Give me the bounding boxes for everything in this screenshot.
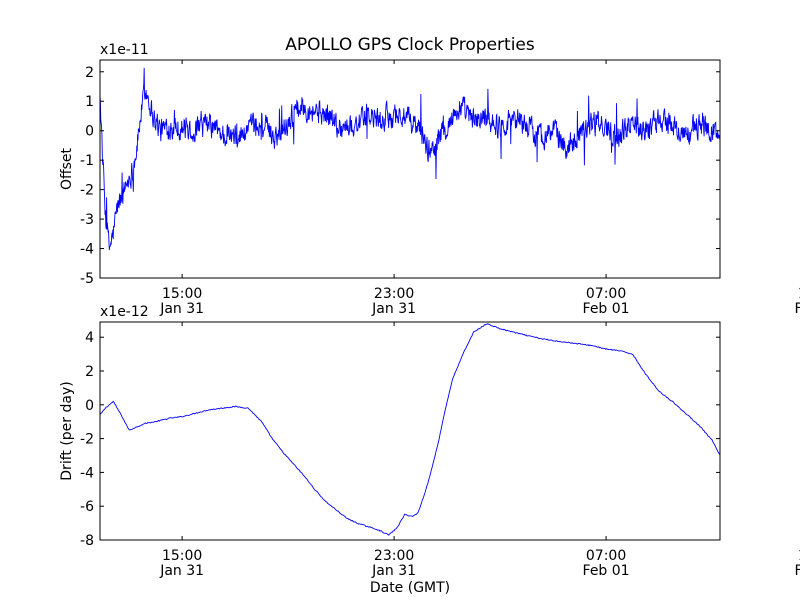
y-tick-label: 2 — [85, 65, 94, 81]
x-tick-label-date: Feb 01 — [583, 563, 630, 579]
axes-frame — [99, 321, 721, 541]
y-axis-label: Offset — [59, 147, 75, 190]
x-tick-label-time: 15:00 — [798, 286, 800, 302]
x-tick-label-date: Jan 31 — [159, 301, 204, 317]
x-tick-label-time: 07:00 — [586, 548, 626, 564]
y-tick-label: -2 — [80, 183, 94, 199]
data-line — [100, 67, 720, 251]
data-line — [100, 323, 720, 536]
y-tick-label: -5 — [80, 271, 94, 287]
x-tick-label-time: 23:00 — [374, 286, 414, 302]
y-tick-label: 4 — [85, 330, 94, 346]
y-tick-label: -3 — [80, 212, 94, 228]
x-tick-label-time: 15:00 — [162, 286, 202, 302]
y-tick-label: 1 — [85, 94, 94, 110]
y-tick-label: -4 — [80, 465, 94, 481]
x-tick-label-date: Feb 01 — [583, 301, 630, 317]
scale-label: x1e-12 — [100, 304, 149, 320]
x-axis-label: Date (GMT) — [370, 580, 450, 596]
x-tick-label-time: 07:00 — [586, 286, 626, 302]
x-tick-label-date: Jan 31 — [371, 301, 416, 317]
y-tick-label: 0 — [85, 124, 94, 140]
y-tick-label: -8 — [80, 533, 94, 549]
x-tick-label-time: 15:00 — [798, 548, 800, 564]
x-tick-label-time: 15:00 — [162, 548, 202, 564]
y-tick-label: -2 — [80, 432, 94, 448]
y-tick-label: 2 — [85, 364, 94, 380]
axes-frame — [99, 59, 721, 279]
x-tick-label-date: Feb 01 — [795, 301, 800, 317]
x-tick-label-date: Jan 31 — [371, 563, 416, 579]
x-tick-label-date: Jan 31 — [159, 563, 204, 579]
figure-title: APOLLO GPS Clock Properties — [285, 35, 535, 55]
scale-label: x1e-11 — [100, 42, 149, 58]
y-tick-label: -4 — [80, 242, 94, 258]
x-tick-label-date: Feb 01 — [795, 563, 800, 579]
y-tick-label: 0 — [85, 398, 94, 414]
y-tick-label: -6 — [80, 499, 94, 515]
x-tick-label-time: 23:00 — [374, 548, 414, 564]
y-axis-label: Drift (per day) — [59, 381, 75, 480]
y-tick-label: -1 — [80, 153, 94, 169]
